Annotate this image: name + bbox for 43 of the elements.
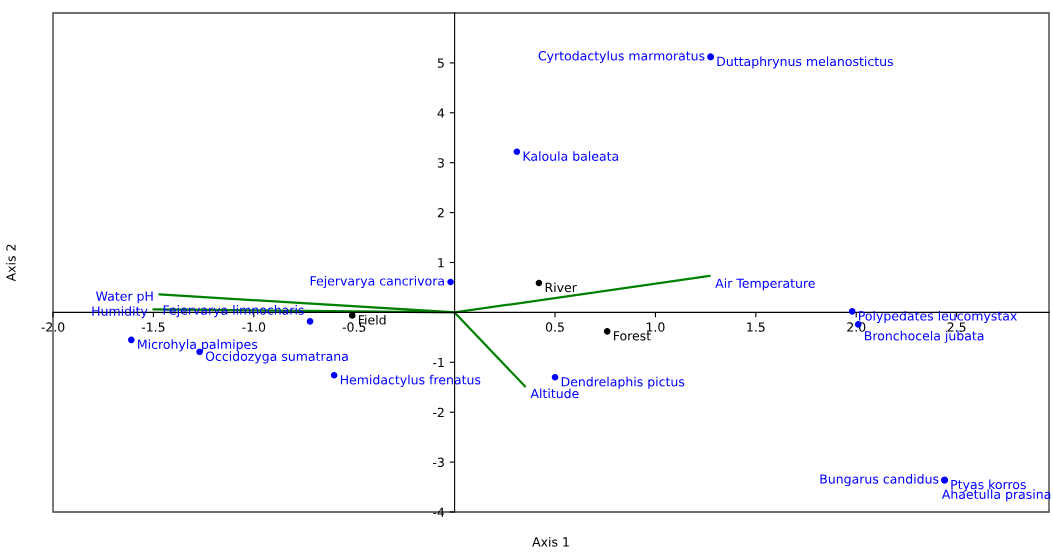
y-axis-title: Axis 2 <box>6 244 16 282</box>
y-tick-label: 2 <box>437 208 444 218</box>
point <box>306 318 314 325</box>
annotation: Altitude <box>530 388 579 399</box>
point <box>848 308 856 315</box>
point <box>535 279 543 287</box>
point <box>603 328 611 335</box>
annotation: Air Temperature <box>715 278 815 291</box>
annotation: Forest <box>614 331 651 341</box>
annotation: Fejervarya cancrivora <box>310 275 444 289</box>
y-tick-label: -3 <box>433 457 444 468</box>
y-tick-label: 5 <box>437 58 444 68</box>
annotation: Polypedates leucomystax <box>858 310 1017 324</box>
annotation: Kaloula baleata <box>523 151 619 161</box>
annotation: Cyrtodactylus marmoratus <box>538 50 705 63</box>
x-axis-title: Axis 1 <box>532 536 569 547</box>
annotation: Dendrelaphis pictus <box>561 376 685 389</box>
y-tick-label: 3 <box>437 158 444 168</box>
annotation: Bronchocela jubata <box>865 330 984 343</box>
x-tick-label: 2.5 <box>947 322 966 332</box>
point <box>513 148 521 156</box>
y-tick-label: -2 <box>433 407 444 417</box>
annotation: Bungarus candidus <box>820 474 939 487</box>
point <box>196 348 203 356</box>
annotation: Occidozyga sumatrana <box>205 351 348 364</box>
x-tick-label: 1.5 <box>747 322 765 332</box>
annotation: Duttaphrynus melanostictus <box>717 56 893 69</box>
y-tick-label: -1 <box>433 357 444 368</box>
y-tick-label: 4 <box>437 108 445 118</box>
x-tick-label: -1.0 <box>242 322 266 332</box>
annotation: River <box>545 282 577 293</box>
annotation: Microhyla palmipes <box>138 339 258 352</box>
point <box>330 371 338 379</box>
y-tick-label: 1 <box>438 258 444 268</box>
point <box>447 278 454 286</box>
point <box>551 373 559 381</box>
point <box>128 336 135 344</box>
x-tick-label: 1.0 <box>646 322 665 332</box>
x-tick-label: 0.5 <box>545 322 564 332</box>
point <box>348 312 356 319</box>
x-tick-label: -1.5 <box>141 322 165 332</box>
x-tick-label: -2.0 <box>41 322 65 332</box>
annotation: Water pH <box>96 291 153 304</box>
